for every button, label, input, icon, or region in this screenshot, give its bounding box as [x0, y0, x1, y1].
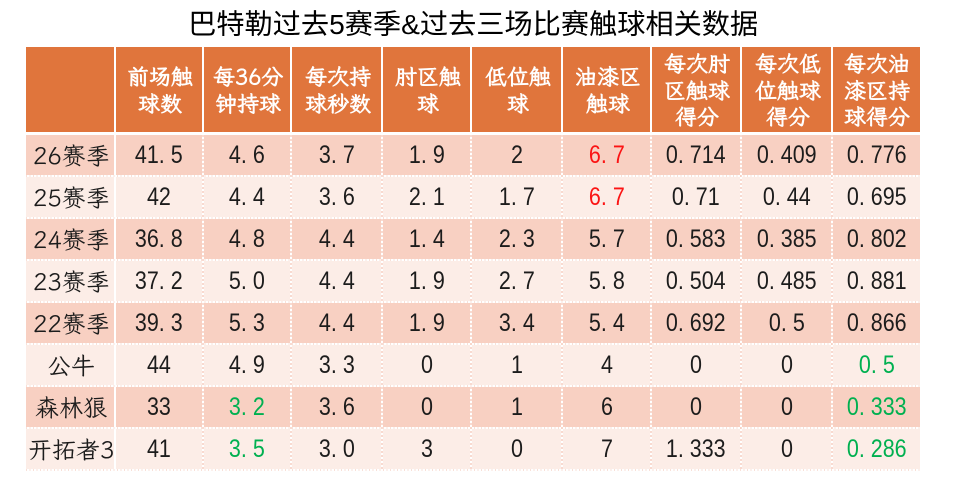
svg-text:&: &	[401, 8, 420, 40]
svg-text:5: 5	[329, 8, 345, 40]
